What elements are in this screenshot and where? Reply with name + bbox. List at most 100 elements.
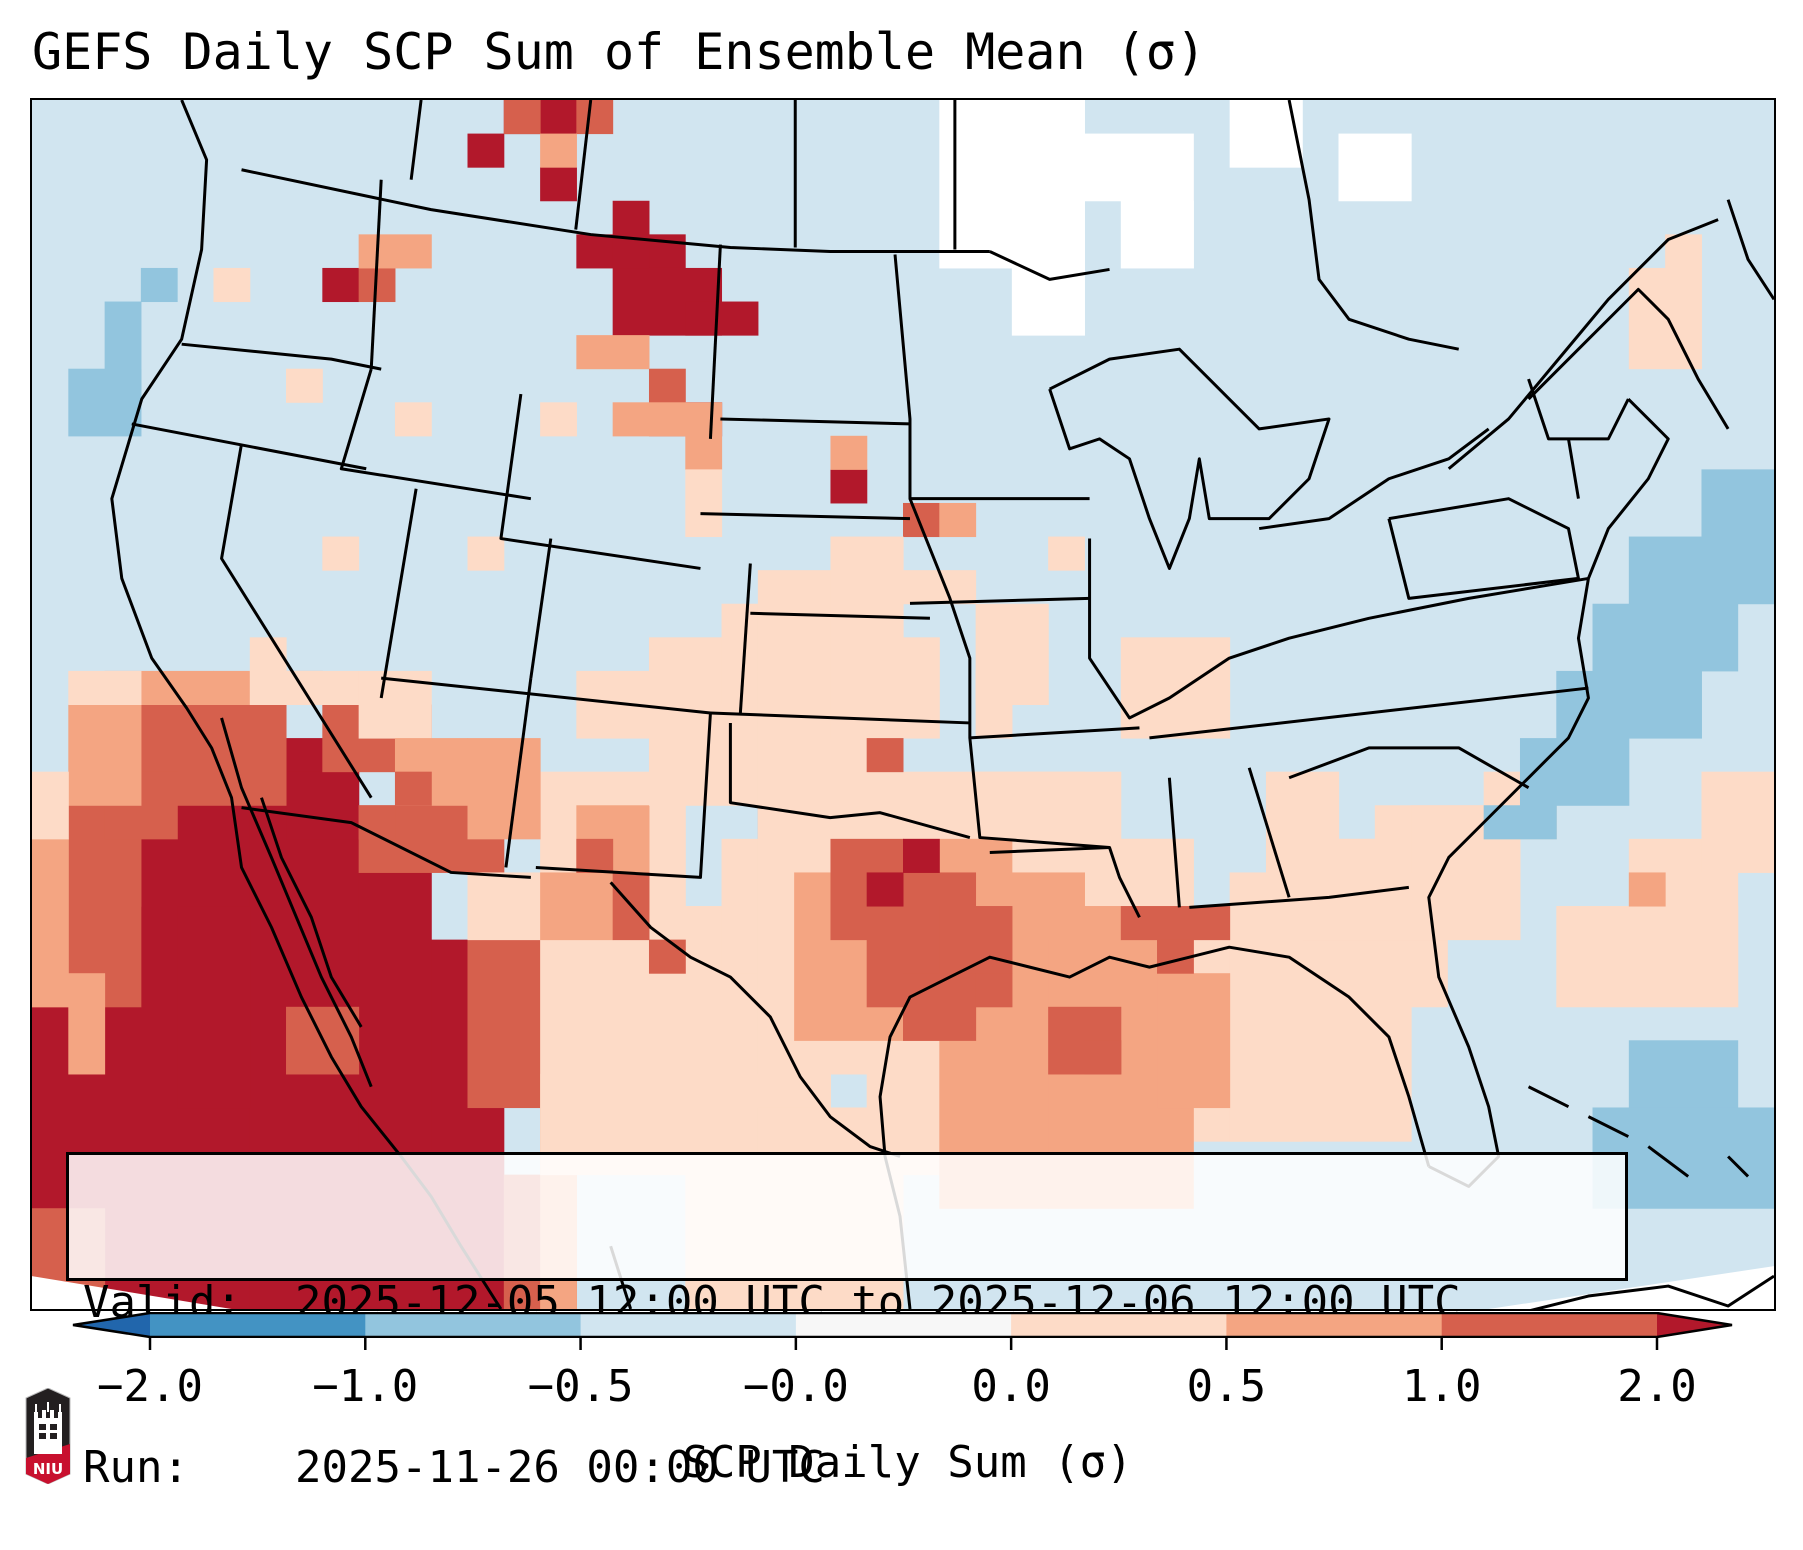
coastline-baja [220,717,373,1088]
state-line-az-nm [504,677,533,868]
field-cell [685,301,759,336]
logo-text: NIU [33,1460,63,1478]
field-cell [1048,536,1085,571]
field-cell [939,502,977,538]
info-box: Valid: 2025-12-05 12:00 UTC to 2025-12-06… [66,1152,1628,1493]
field-cell [757,570,831,672]
field-cell [1628,536,1774,605]
field-cell [1338,133,1412,202]
colorbar-under-arrow [73,1313,150,1337]
run-row: Run: 2025-11-26 00:00 UTC [83,1440,1625,1495]
field-cell [685,469,723,538]
colorbar-bins [150,1313,1658,1337]
field-cell [1519,738,1630,806]
field-cell [612,402,686,437]
field-cell [1665,234,1702,269]
state-line-pa [1387,497,1580,600]
state-line-wa-id [369,179,383,370]
field-cell [358,805,396,840]
state-line-wa-or [181,342,382,371]
field-cell [1084,133,1194,202]
colorbar-tick-label: −1.0 [312,1361,419,1412]
field-cell [903,838,940,873]
lake-erie-ontario [1258,427,1490,531]
run-label: Run: [83,1442,189,1493]
state-line-ga-fl [1189,885,1410,909]
field-cell [1011,234,1085,336]
field-cell [68,973,106,1075]
colorbar-bin [150,1313,366,1337]
field-cell [1157,973,1231,1109]
field-cell [68,670,142,705]
state-line-ne-ks [750,611,930,620]
field-cell [830,435,868,470]
field-cell [648,939,686,974]
state-line-mo-ar [969,726,1140,740]
logo-tower-icon [34,1402,62,1454]
niu-logo: NIU [25,1388,71,1484]
field-cell [576,100,614,135]
field-cell [394,771,432,806]
colorbar-bin [580,1313,797,1337]
field-cell [1011,872,1085,941]
colorbar-tick-label: 2.0 [1617,1361,1697,1412]
province-line-1 [409,100,423,180]
colorbar-tick-label: −0.5 [527,1361,634,1412]
state-line-mn [893,254,1090,501]
state-line-az-mx [241,806,531,879]
colorbar [72,1312,1733,1338]
colorbar-bin [1011,1313,1227,1337]
colorbar-bin [365,1313,582,1337]
field-cell [1556,670,1702,739]
field-cell [467,133,505,168]
field-cell [540,402,577,437]
state-line-mt-wy [499,393,701,570]
field-cell [322,536,360,571]
great-lakes [1048,347,1331,570]
logo-window-icon [39,1424,57,1439]
state-line-co-ks [738,563,752,714]
state-line-mississippi-river [908,498,1141,918]
state-line-ar-la [989,846,1110,855]
field-cell [1628,267,1702,370]
field-cell [32,838,69,1008]
field-cell [1120,200,1194,269]
field-cell [177,906,251,1109]
field-cell [1084,906,1122,974]
field-cell [286,771,360,840]
field-cell [576,335,650,370]
field-cell [1084,1040,1122,1075]
field-cell [1556,906,1739,1008]
colorbar-bin [1226,1313,1443,1337]
field-cell [576,838,614,873]
field-cell [866,738,904,773]
border-canada [241,168,990,253]
border-canada-east [989,250,1110,281]
field-cell [648,368,686,403]
province-line-2 [574,100,593,230]
colorbar-bin [1441,1313,1658,1337]
coastline-west [110,100,463,1247]
field-cell [540,872,614,941]
state-line-ia-mo [909,596,1090,605]
field-cell [68,368,142,437]
field-cell [903,973,977,1041]
coastline-east [1427,397,1670,1188]
field-cell [249,670,360,705]
state-line-ne-states [1527,378,1630,499]
field-cell [394,402,432,437]
field-cell [32,771,69,840]
state-line-ca-nv [220,443,373,799]
field-cell [975,670,1013,739]
state-line-tn [1149,686,1589,740]
field-cell [1628,872,1666,907]
coastline-cuba [1530,1274,1774,1309]
colorbar-tick-label: 0.5 [1186,1361,1267,1412]
state-line-id [339,368,532,501]
field-cell [540,167,577,202]
state-line-ks-ok [710,711,970,725]
colorbar-over-arrow [1657,1313,1732,1337]
colorbar-tick-label: −0.0 [742,1361,849,1412]
state-line-az-ut [381,676,711,715]
field-cell [939,906,1013,974]
